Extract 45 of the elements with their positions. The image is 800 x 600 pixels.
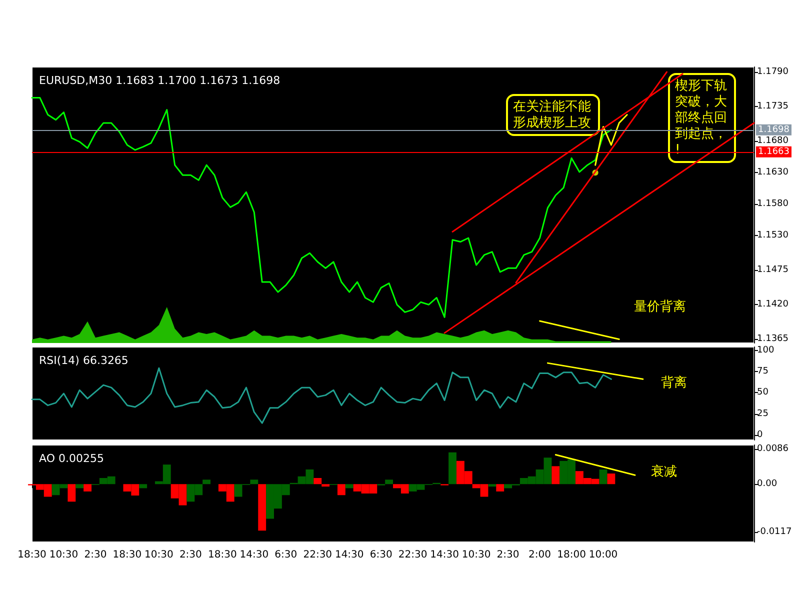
text: RSI(14) 66.3265 bbox=[39, 354, 128, 367]
x-tick-label: 10:00 bbox=[588, 550, 618, 560]
annotation: 背离 bbox=[661, 374, 687, 390]
x-tick-label: 22:30 bbox=[398, 550, 428, 560]
y-tick-label: 50 bbox=[757, 388, 769, 398]
x-tick-label: 10:30 bbox=[49, 550, 78, 560]
annotation: 量价背离 bbox=[634, 298, 686, 314]
x-tick-label: 6:30 bbox=[370, 550, 392, 560]
annotation: 衰减 bbox=[651, 464, 677, 480]
y-tick-label: 1.1680 bbox=[757, 136, 789, 146]
y-tick-label: -0.0117 bbox=[757, 526, 792, 537]
x-tick-label: 2:00 bbox=[528, 550, 552, 560]
x-tick-label: 10:30 bbox=[462, 550, 491, 560]
x-tick-label: 10:30 bbox=[144, 550, 174, 560]
y-tick-label: 1.1420 bbox=[757, 300, 789, 310]
x-tick-label: 22:30 bbox=[303, 550, 332, 560]
x-tick-label: 2:30 bbox=[84, 550, 107, 560]
ref-line-label: 1.1698 bbox=[758, 124, 790, 135]
y-tick-label: 1.1580 bbox=[757, 199, 789, 210]
x-tick-label: 14:30 bbox=[240, 550, 269, 560]
y-tick-label: 1.1530 bbox=[757, 230, 789, 240]
y-tick-label: 1.1365 bbox=[757, 334, 788, 344]
y-tick-label: 1.1630 bbox=[757, 168, 789, 178]
x-tick-label: 14:30 bbox=[334, 550, 364, 560]
x-tick-label: 14:30 bbox=[430, 550, 459, 560]
x-tick-label: 18:00 bbox=[557, 550, 586, 560]
y-tick-label: 100 bbox=[757, 345, 774, 356]
text: AO 0.00255 bbox=[39, 452, 104, 465]
y-tick-label: 25 bbox=[757, 408, 768, 419]
ref-line-label: 1.1663 bbox=[758, 146, 790, 157]
annotation: 在关注能不能形成楔形上攻 bbox=[513, 100, 591, 130]
text: EURUSD,M30 1.1683 1.1700 1.1673 1.1698 bbox=[39, 74, 280, 87]
y-tick-label: 0.0086 bbox=[757, 444, 789, 454]
x-tick-label: 2:30 bbox=[496, 550, 520, 560]
x-tick-label: 18:30 bbox=[18, 550, 46, 560]
y-tick-label: 1.1475 bbox=[757, 265, 788, 276]
y-tick-label: 0 bbox=[757, 430, 763, 440]
x-tick-label: 18:30 bbox=[208, 550, 237, 560]
y-tick-label: 1.1735 bbox=[757, 102, 788, 112]
y-tick-label: 0.00 bbox=[757, 479, 778, 490]
y-tick-label: 75 bbox=[757, 366, 768, 377]
y-tick-label: 1.1790 bbox=[757, 67, 789, 78]
x-tick-label: 18:30 bbox=[112, 550, 142, 560]
x-tick-label: 6:30 bbox=[274, 550, 298, 560]
x-tick-label: 2:30 bbox=[179, 550, 202, 560]
